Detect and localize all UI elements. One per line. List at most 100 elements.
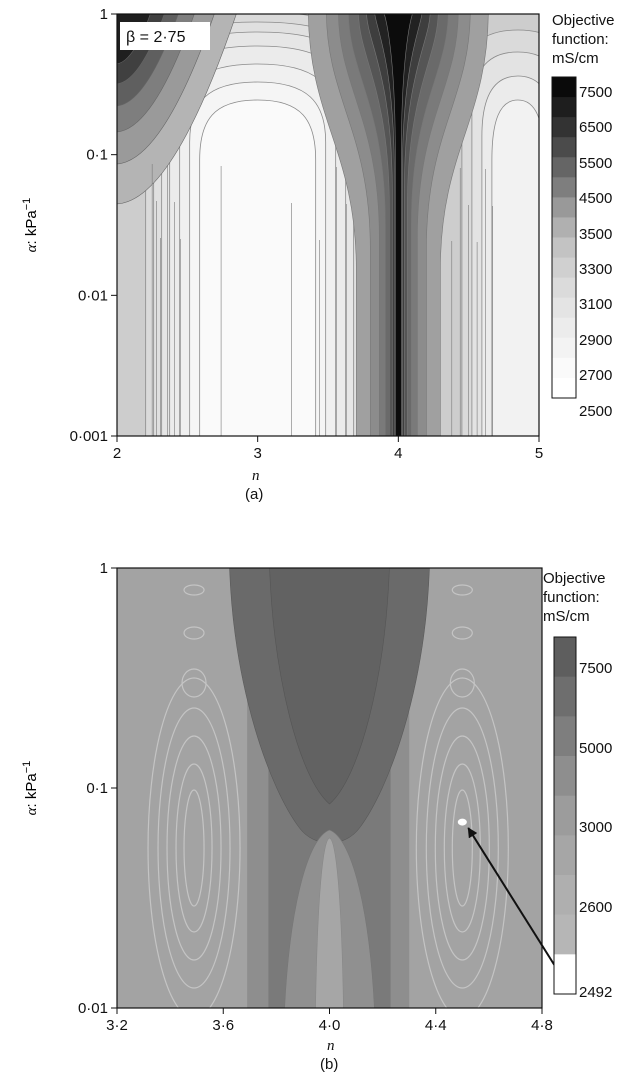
x-tick-label-a-0: 2: [113, 445, 121, 462]
colorbar-label-a-4: 3500: [579, 226, 612, 243]
x-tick-label-b-0: 3·2: [106, 1017, 128, 1034]
colorbar-band-b-6: [554, 875, 576, 916]
colorbar-band-a-11: [552, 297, 576, 319]
contour-ring-b-left-1: [157, 707, 231, 989]
contour-plot-a: β = 2·75 2 3 4 5 0·001 0·01 0·1 1 α: kPa−1 7500 650…: [0, 0, 637, 520]
colorbar-label-a-1: 6500: [579, 119, 612, 136]
contour-ring-b-right-0: [415, 677, 509, 1008]
y-tick-label-b-0: 0·01: [78, 1000, 108, 1017]
colorbar-title-a-line-3: mS/cm: [552, 50, 599, 67]
colorbar-band-b-4: [554, 795, 576, 836]
colorbar-title-b-line-2: function:: [543, 589, 600, 606]
colorbar-band-a-2: [552, 117, 576, 138]
contour-spot-b-right-2: [451, 584, 473, 596]
colorbar-frame-b: [553, 636, 577, 995]
y-axis-label-a: α: kPa−1: [21, 198, 40, 253]
colorbar-title-b-line-1: Objective: [543, 570, 606, 587]
colorbar-band-a-1: [552, 97, 576, 118]
ridge-peak-contour-b-1: [269, 568, 390, 805]
contour-spot-b-left-0: [181, 668, 207, 698]
contour-spot-b-left-2: [183, 584, 205, 596]
contour-spot-b-right-0: [449, 668, 475, 698]
colorbar-label-a-8: 2700: [579, 367, 612, 384]
colorbar-band-a-5: [552, 177, 576, 198]
y-tick-label-b-2: 1: [100, 560, 108, 577]
y-axis-label-symbol-a: α: [24, 243, 40, 252]
colorbar-band-b-1: [554, 676, 576, 717]
colorbar-title-a: Objective function: mS/cm: [552, 11, 615, 68]
right-valley-contour-a-3: [491, 99, 539, 436]
colorbar-band-b-8: [554, 954, 576, 995]
colorbar-band-a-0: [552, 77, 576, 98]
y-tick-label-a-3: 1: [100, 6, 108, 23]
colorbar-band-a-6: [552, 197, 576, 218]
y-axis-label-symbol-b: α: [24, 806, 40, 815]
panel-label-b: (b): [320, 1056, 339, 1073]
beta-annotation-text-a: β = 2·75: [126, 29, 186, 46]
x-tick-label-b-4: 4·8: [531, 1017, 553, 1034]
colorbar-band-b-0: [554, 637, 576, 678]
y-tick-label-a-1: 0·01: [78, 287, 108, 304]
y-tick-label-a-2: 0·1: [86, 147, 108, 164]
contour-ring-b-right-4: [451, 789, 473, 907]
colorbar-label-a-6: 3100: [579, 296, 612, 313]
y-axis-label-exponent-b: −1: [21, 761, 33, 774]
colorbar-band-b-2: [554, 716, 576, 757]
colorbar-title-b-line-3: mS/cm: [543, 608, 590, 625]
contour-plot-b: 3·2 3·6 4·0 4·4 4·8 0·01 0·1 1 α: kPa−1 7500 5000 3…: [0, 548, 637, 1080]
colorbar-band-a-3: [552, 137, 576, 158]
colorbar-band-a-9: [552, 257, 576, 279]
y-axis-label-unit-b: : kPa: [23, 773, 40, 808]
y-tick-label-a-0: 0·001: [70, 428, 108, 445]
x-tick-label-b-3: 4·4: [425, 1017, 447, 1034]
colorbar-label-a-7: 2900: [579, 332, 612, 349]
plot-frame-a: [116, 13, 540, 437]
x-axis-label-a: n: [252, 468, 260, 484]
colorbar-label-b-3: 2600: [579, 899, 612, 916]
colorbar-label-b-0: 7500: [579, 660, 612, 677]
minimum-point-marker-b: [457, 818, 467, 826]
colorbar-band-a-7: [552, 217, 576, 238]
colorbar-frame-a: [551, 76, 577, 399]
contour-ring-b-left-3: [175, 763, 213, 933]
colorbar-band-a-4: [552, 157, 576, 178]
x-tick-label-b-1: 3·6: [212, 1017, 234, 1034]
contour-fills-a: [117, 14, 539, 436]
contour-plot-b-svg: 3·2 3·6 4·0 4·4 4·8 0·01 0·1 1 α: kPa−1 7500 5000 3…: [21, 560, 612, 1034]
contour-plot-a-svg: β = 2·75 2 3 4 5 0·001 0·01 0·1 1 α: kPa−1 7500 650…: [21, 6, 612, 462]
y-axis-label-exponent-a: −1: [21, 198, 33, 211]
x-tick-label-a-1: 3: [253, 445, 261, 462]
minimum-point-arrow-b: [467, 827, 556, 967]
colorbar-label-b-2: 3000: [579, 819, 612, 836]
contour-spot-b-right-1: [451, 626, 473, 640]
colorbar-band-a-14: [552, 357, 576, 379]
ridge-contour-a-7: [383, 14, 413, 436]
colorbar-title-a-line-1: Objective: [552, 12, 615, 29]
y-tick-label-b-1: 0·1: [86, 780, 108, 797]
colorbar-band-b-5: [554, 835, 576, 876]
colorbar-label-a-3: 4500: [579, 190, 612, 207]
colorbar-band-b-7: [554, 914, 576, 955]
colorbar-label-b-1: 5000: [579, 740, 612, 757]
y-axis-label-unit-a: : kPa: [23, 210, 40, 245]
beta-annotation-a: β = 2·75: [120, 22, 210, 50]
contour-ring-b-right-1: [425, 707, 499, 989]
contour-ring-b-left-2: [166, 735, 222, 961]
colorbar-label-b-4: 2492: [579, 984, 612, 1001]
colorbar-title-b: Objective function: mS/cm: [543, 569, 606, 626]
colorbar-label-a-0: 7500: [579, 84, 612, 101]
x-tick-label-a-3: 5: [535, 445, 543, 462]
contour-fills-b: [117, 568, 542, 1008]
colorbar-band-a-15: [552, 377, 576, 399]
colorbar-label-a-5: 3300: [579, 261, 612, 278]
contour-ring-b-left-4: [183, 789, 205, 907]
y-axis-label-b: α: kPa−1: [21, 761, 40, 816]
contour-spot-b-left-1: [183, 626, 205, 640]
colorbar-label-a-2: 5500: [579, 155, 612, 172]
plot-frame-b: [116, 567, 543, 1009]
contour-ring-b-right-2: [434, 735, 490, 961]
colorbar-label-a-9: 2500: [579, 403, 612, 420]
colorbar-title-a-line-2: function:: [552, 31, 609, 48]
panel-label-a: (a): [245, 486, 264, 503]
beta-annotation-box-a: [120, 22, 210, 50]
